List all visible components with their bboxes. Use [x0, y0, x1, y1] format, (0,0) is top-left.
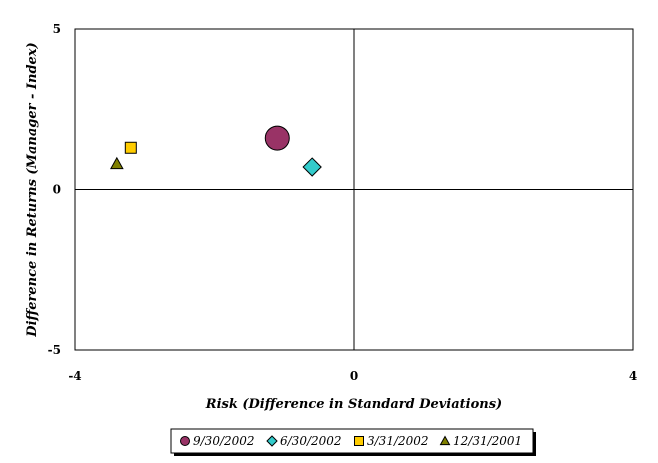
legend-marker-diamond: [266, 435, 278, 447]
data-points: [110, 125, 322, 177]
legend-item: 6/30/2002: [266, 434, 342, 448]
legend-marker-circle: [180, 436, 190, 446]
legend-label: 9/30/2002: [193, 434, 255, 448]
legend-item: 12/31/2001: [439, 434, 522, 448]
y-axis-label: Difference in Returns (Manager - Index): [25, 42, 40, 337]
legend-label: 6/30/2002: [280, 434, 342, 448]
legend-marker-square: [354, 436, 364, 446]
data-point-triangle: [110, 156, 124, 170]
x-tick-label: -4: [68, 369, 81, 383]
legend-item: 3/31/2002: [354, 434, 429, 448]
legend-label: 12/31/2001: [453, 434, 522, 448]
data-point-circle: [264, 125, 290, 151]
data-point-diamond: [302, 157, 322, 177]
data-point-square: [124, 141, 137, 154]
y-tick-label: -5: [48, 343, 61, 357]
legend-item: 9/30/2002: [180, 434, 255, 448]
legend: 9/30/2002 6/30/2002 3/31/2002 12/31/2001: [170, 428, 536, 456]
legend-marker-triangle: [439, 435, 451, 446]
x-tick-label: 4: [629, 369, 637, 383]
x-axis-label: Risk (Difference in Standard Deviations): [205, 397, 502, 412]
x-tick-label: 0: [350, 369, 358, 383]
legend-label: 3/31/2002: [367, 434, 429, 448]
y-tick-label: 0: [53, 183, 61, 197]
y-tick-label: 5: [53, 22, 61, 36]
